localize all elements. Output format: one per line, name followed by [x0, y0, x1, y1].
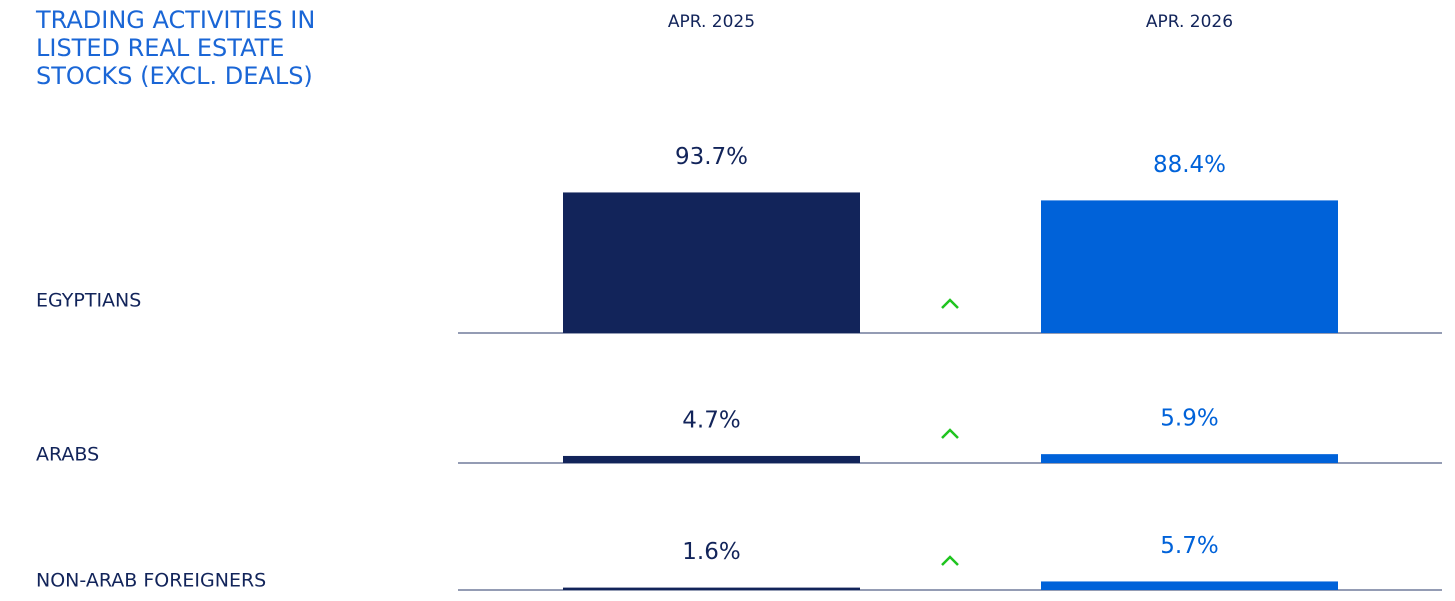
bar — [1041, 454, 1338, 463]
row-label: ARABS — [36, 444, 99, 466]
value-label: 93.7% — [675, 144, 748, 170]
up-arrow — [941, 298, 959, 309]
row-label: NON-ARAB FOREIGNERS — [36, 570, 266, 592]
up-arrow — [941, 428, 959, 439]
bar — [563, 192, 860, 333]
value-label: 88.4% — [1153, 152, 1226, 178]
row-label: EGYPTIANS — [36, 290, 141, 312]
value-label: 5.9% — [1160, 406, 1218, 432]
chart-title: TRADING ACTIVITIES IN LISTED REAL ESTATE… — [36, 6, 316, 90]
bar — [563, 455, 860, 463]
bar — [1041, 200, 1338, 333]
column-header: APR. 2026 — [1146, 12, 1233, 32]
up-arrow — [941, 555, 959, 566]
value-label: 4.7% — [682, 407, 740, 433]
bar — [563, 587, 860, 590]
value-label: 1.6% — [682, 539, 740, 565]
value-label: 5.7% — [1160, 533, 1218, 559]
column-header: APR. 2025 — [668, 12, 755, 32]
bar — [1041, 581, 1338, 590]
